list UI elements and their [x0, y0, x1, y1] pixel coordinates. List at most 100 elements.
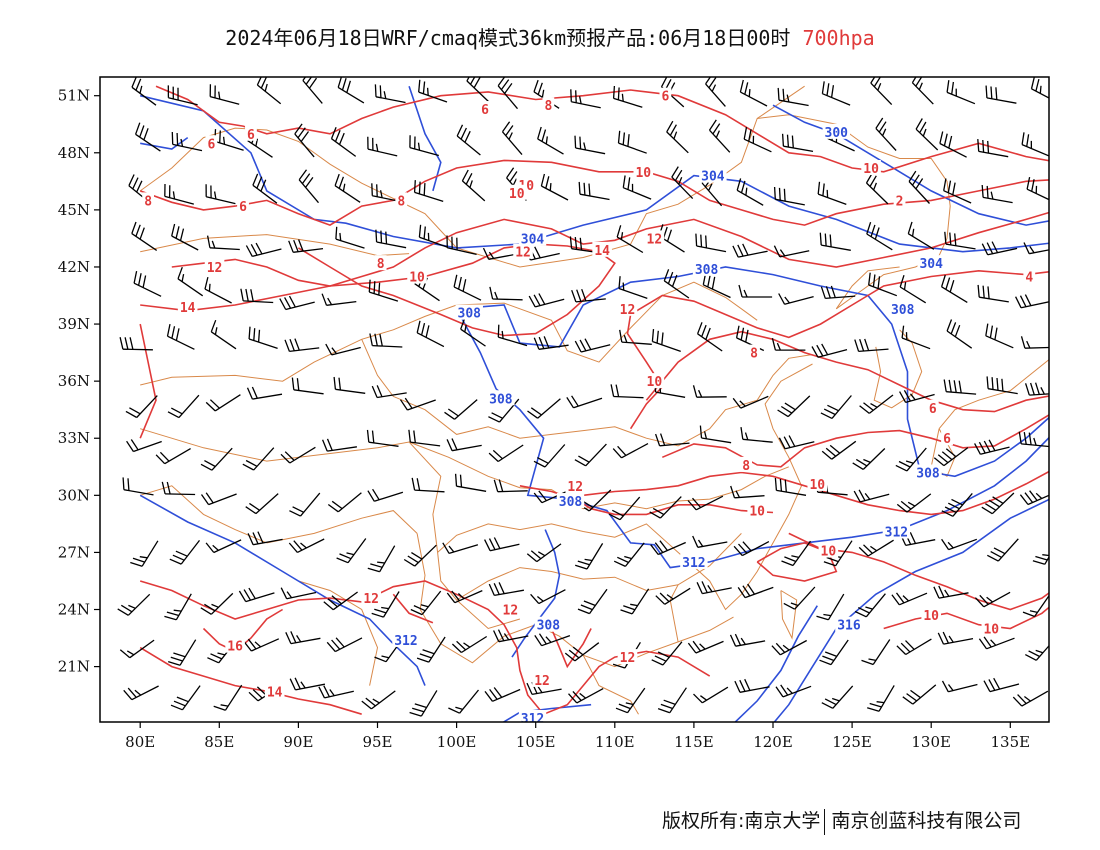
wind-barb [245, 242, 282, 258]
contour-labels: 6686868610101010212141212810141248106681… [142, 87, 1036, 722]
wind-barb [336, 538, 367, 564]
wind-barb [616, 225, 644, 254]
temperature-label: 12 [207, 261, 223, 276]
wind-barb [574, 135, 606, 155]
wind-barb [729, 633, 766, 647]
wind-barb [119, 337, 153, 351]
wind-barb [612, 443, 649, 459]
wind-barb [170, 685, 201, 711]
wind-barb [940, 274, 968, 303]
copyright-company: 南京创蓝科技有限公司 [831, 810, 1022, 832]
wind-barb [501, 121, 523, 156]
wind-barb [612, 85, 643, 108]
temperature-label: 12 [503, 604, 519, 619]
temperature-label-bg [532, 671, 552, 687]
wind-barb [497, 324, 528, 347]
temperature-label-bg [1023, 268, 1036, 284]
lon-tick-label: 80E [125, 733, 155, 751]
wind-barb [484, 687, 521, 702]
wind-barb [1023, 242, 1049, 255]
wind-barb [399, 397, 436, 411]
wind-barb [654, 433, 690, 447]
wind-barb [941, 680, 978, 693]
wind-barb [870, 77, 893, 106]
copyright-owner: 版权所有:南京大学 [662, 810, 821, 832]
wind-barb [811, 343, 848, 358]
wind-barb [206, 235, 240, 251]
wind-barb [907, 221, 935, 250]
temperature-label-bg [921, 607, 941, 623]
wind-barb [318, 685, 354, 699]
height-label-bg [455, 304, 483, 320]
wind-barb [613, 542, 645, 567]
wind-barb [117, 593, 151, 616]
wind-barb [699, 425, 732, 444]
wind-barb [1018, 431, 1049, 448]
wind-barb [125, 395, 158, 419]
wind-barb [740, 427, 773, 443]
wind-barb [577, 588, 608, 615]
wind-barb [858, 539, 894, 557]
wind-barb [895, 447, 927, 472]
wind-barb [497, 77, 518, 110]
wind-barb [743, 126, 772, 153]
wind-barb [413, 180, 444, 203]
temperature-contour [155, 85, 1049, 173]
wind-barb [946, 319, 973, 349]
wind-barb [168, 639, 197, 666]
wind-barb [777, 87, 809, 107]
lon-tick-label: 85E [204, 733, 234, 751]
wind-barb [775, 684, 812, 698]
wind-barb [374, 84, 406, 104]
wind-barb [933, 585, 969, 599]
wind-barb [205, 394, 241, 412]
lat-tick-label: 45N [58, 201, 90, 219]
temperature-label: 6 [247, 128, 255, 143]
wind-barb [488, 444, 524, 463]
wind-barb [133, 270, 162, 297]
height-label: 304 [919, 257, 943, 272]
boundary-line [416, 533, 734, 668]
wind-barb [210, 319, 237, 350]
temperature-label: 10 [821, 545, 837, 560]
temperature-label-bg [807, 475, 828, 491]
lon-tick-label: 135E [991, 733, 1031, 751]
wind-barb [367, 488, 404, 502]
temperature-label: 10 [409, 270, 425, 285]
wind-barb [285, 631, 321, 645]
wind-barb [1024, 382, 1049, 396]
height-contour [456, 266, 1049, 478]
lat-tick-label: 51N [58, 87, 90, 105]
temperature-label: 10 [749, 505, 765, 520]
wind-barb [527, 398, 561, 419]
wind-barb [1021, 132, 1049, 157]
wind-barb [853, 489, 890, 503]
wind-barb [130, 540, 159, 567]
temperature-contour [883, 606, 1049, 630]
wind-barb [171, 131, 203, 152]
wind-barb [778, 435, 815, 450]
wind-barb [915, 118, 939, 151]
height-label: 308 [489, 392, 513, 407]
temperature-contour [392, 593, 434, 624]
wind-barb [326, 637, 363, 653]
wind-barb [411, 477, 445, 493]
temperature-label-bg [513, 243, 533, 259]
temperature-label-bg [617, 649, 638, 665]
wind-barb [247, 531, 283, 546]
wind-barb [866, 222, 893, 251]
height-label-bg [835, 616, 863, 632]
wind-barb [865, 171, 889, 205]
wind-barb [730, 485, 765, 499]
wind-barb [245, 493, 279, 515]
wind-barb [902, 684, 937, 705]
temperature-label-bg [565, 477, 586, 493]
wind-barb [167, 85, 198, 106]
wind-barb [985, 323, 1014, 349]
wind-barb [533, 336, 569, 350]
boundary-line [780, 590, 798, 640]
lon-tick-label: 95E [362, 733, 392, 751]
temperature-label-bg [740, 456, 753, 472]
boundary-line [139, 85, 805, 268]
wind-barb [619, 329, 652, 345]
